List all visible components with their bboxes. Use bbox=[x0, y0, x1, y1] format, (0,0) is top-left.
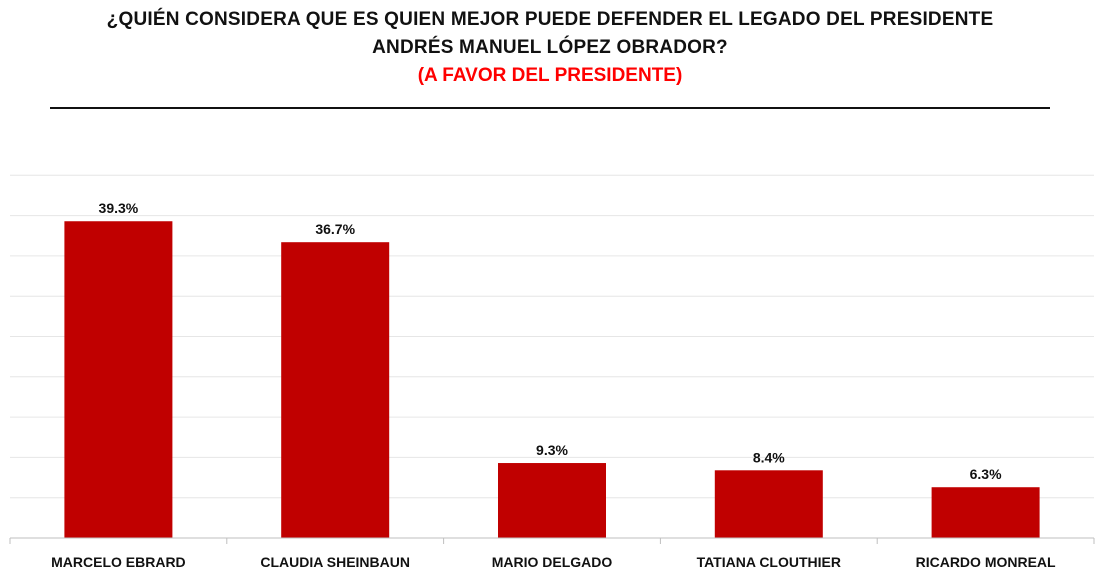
chart-title-line-2: ANDRÉS MANUEL LÓPEZ OBRADOR? bbox=[372, 37, 728, 58]
x-tick-label: RICARDO MONREAL bbox=[916, 554, 1056, 570]
labels: 39.3% MARCELO EBRARD 36.7% CLAUDIA SHEINBAU… bbox=[51, 200, 1056, 570]
x-tick-label: TATIANA CLOUTHIER bbox=[697, 554, 841, 570]
gridlines bbox=[10, 174, 1094, 499]
data-label: 36.7% bbox=[315, 221, 355, 237]
x-axis bbox=[9, 537, 1095, 544]
x-tick-label: MARIO DELGADO bbox=[492, 554, 613, 570]
title-divider bbox=[50, 107, 1050, 109]
chart-header: ¿QUIÉN CONSIDERA QUE ES QUIEN MEJOR PUED… bbox=[0, 6, 1100, 90]
bar bbox=[714, 470, 823, 538]
chart-title-line-1: ¿QUIÉN CONSIDERA QUE ES QUIEN MEJOR PUED… bbox=[106, 9, 994, 30]
bars bbox=[64, 221, 1040, 538]
chart-subtitle: (A FAVOR DEL PRESIDENTE) bbox=[417, 65, 683, 86]
data-label: 8.4% bbox=[753, 449, 785, 465]
bar bbox=[64, 221, 173, 538]
bar bbox=[281, 242, 390, 538]
data-label: 6.3% bbox=[970, 466, 1002, 482]
x-tick-label: MARCELO EBRARD bbox=[51, 554, 186, 570]
data-label: 9.3% bbox=[536, 442, 568, 458]
bar bbox=[498, 463, 606, 538]
bar bbox=[931, 487, 1040, 538]
data-label: 39.3% bbox=[99, 200, 139, 216]
x-tick-label: CLAUDIA SHEINBAUN bbox=[260, 554, 410, 570]
